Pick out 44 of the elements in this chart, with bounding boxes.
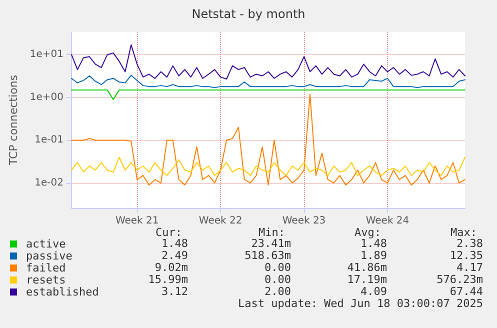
line-series — [71, 44, 466, 80]
y-tick-label: 1e-02 — [34, 177, 64, 188]
legend-label: passive — [26, 250, 72, 262]
text: 518.63m — [244, 249, 292, 262]
text: 1.48 — [360, 237, 388, 250]
x-tick-label: Week 23 — [282, 216, 326, 226]
text: 67.44 — [450, 285, 484, 298]
text: 9.02m — [154, 261, 188, 274]
text: 17.19m — [347, 273, 388, 286]
text: 0.00 — [264, 273, 292, 286]
x-tick-label: Week 21 — [115, 216, 159, 226]
text: Max: — [450, 226, 478, 239]
text: Cur: — [156, 226, 182, 239]
text: 576.23m — [436, 273, 484, 286]
legend-label: failed — [26, 262, 66, 274]
line-series — [71, 74, 466, 88]
legend-label: active — [26, 238, 66, 250]
text: 0.00 — [264, 261, 292, 274]
y-axis-title: TCP connections — [7, 74, 20, 166]
text: Min: — [258, 226, 286, 239]
line-series — [71, 156, 466, 176]
text: 2.38 — [456, 237, 484, 250]
text: 2.00 — [264, 285, 292, 298]
chart-title: Netstat - by month — [192, 7, 306, 21]
text: 2.49 — [162, 249, 188, 262]
text: 15.99m — [148, 273, 188, 286]
text: 23.41m — [251, 237, 292, 250]
x-tick-label: Week 22 — [198, 216, 242, 226]
text: Last update: Wed Jun 18 03:00:07 2025 — [238, 297, 484, 310]
text: 41.86m — [347, 261, 388, 274]
text: 1.89 — [360, 249, 388, 262]
text: 4.09 — [360, 285, 388, 298]
legend-label: resets — [26, 274, 66, 286]
text: Avg: — [354, 226, 382, 239]
line-series — [71, 94, 466, 186]
y-tick-label: 1e-01 — [34, 134, 64, 146]
y-tick-label: 1e+01 — [30, 49, 64, 60]
text: 3.12 — [162, 285, 188, 298]
legend-label: established — [26, 286, 99, 298]
text: 12.35 — [450, 249, 484, 262]
x-tick-label: Week 24 — [366, 216, 410, 226]
y-tick-label: 1e+00 — [30, 92, 64, 103]
text: 1.48 — [162, 237, 188, 250]
text: 4.17 — [456, 261, 484, 274]
